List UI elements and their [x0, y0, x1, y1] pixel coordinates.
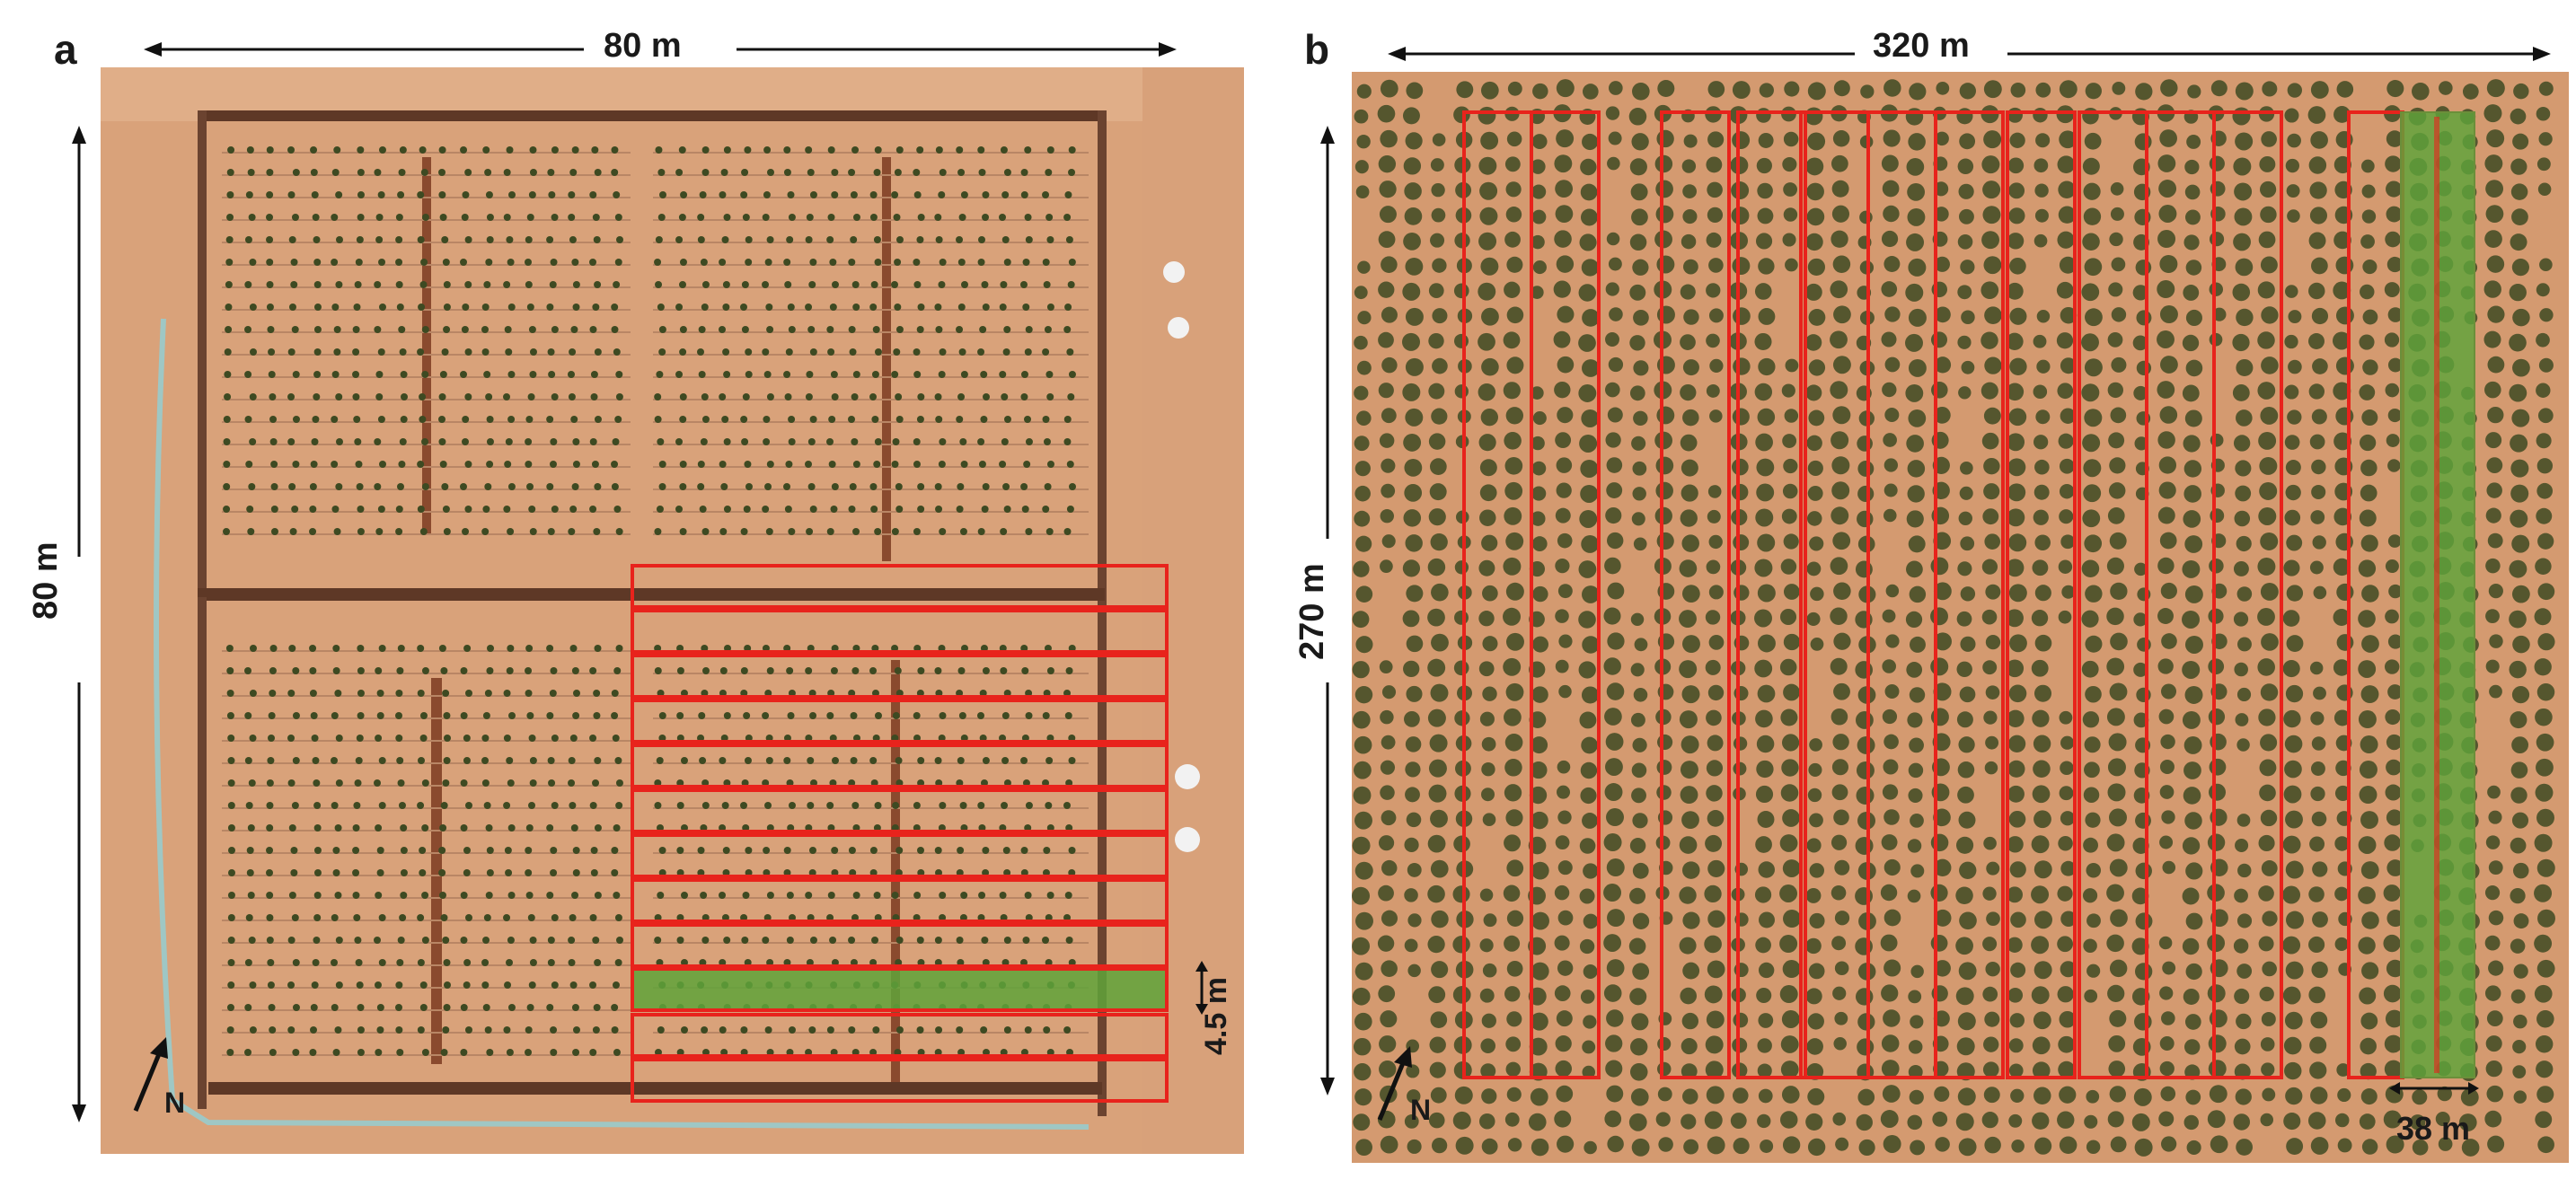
panel-label-b: b	[1304, 26, 1330, 73]
aerial-image-b	[1352, 72, 2569, 1163]
spacing-label-b: 38 m	[2396, 1110, 2471, 1147]
width-arrow-a	[144, 42, 1177, 57]
height-label-a: 80 m	[27, 541, 65, 620]
width-arrow-b	[1388, 47, 2551, 61]
spacing-label-a: 4.5 m	[1199, 977, 1233, 1055]
aerial-photo-b	[1352, 72, 2569, 1163]
height-arrow-b	[1320, 126, 1335, 1096]
width-label-a: 80 m	[604, 27, 682, 65]
north-label-a: N	[164, 1087, 186, 1119]
spacing-arrow-a	[1195, 961, 1208, 1015]
width-label-b: 320 m	[1873, 27, 1970, 65]
aerial-photo-a	[101, 67, 1244, 1154]
height-arrow-a	[72, 126, 86, 1122]
panel-label-a: a	[54, 26, 77, 73]
height-label-b: 270 m	[1293, 563, 1331, 660]
north-arrow-icon-a	[133, 1037, 168, 1112]
spacing-arrow-b	[2389, 1082, 2479, 1095]
north-arrow-icon-b	[1377, 1046, 1412, 1121]
north-label-b: N	[1410, 1094, 1432, 1126]
aerial-image-a	[101, 67, 1244, 1154]
